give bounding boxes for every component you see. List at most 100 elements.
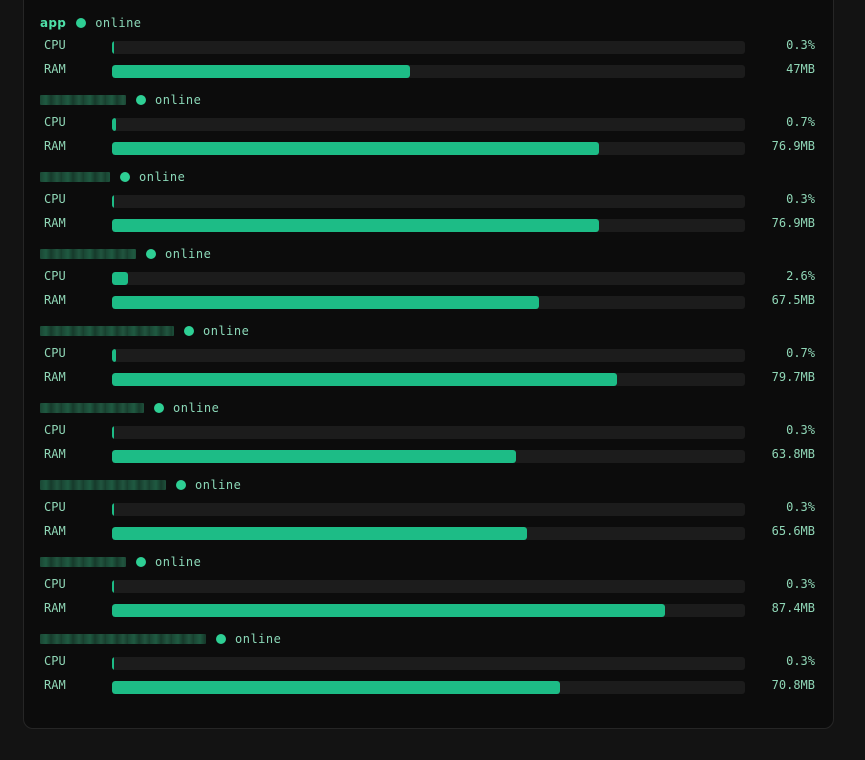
ram-value: 67.5MB	[771, 293, 815, 307]
cpu-bar-fill	[112, 503, 114, 516]
process-header: online	[40, 398, 219, 418]
cpu-value: 0.3%	[786, 577, 815, 591]
process-name-redacted	[40, 634, 206, 644]
ram-value: 70.8MB	[771, 678, 815, 692]
ram-label: RAM	[44, 370, 66, 384]
cpu-label: CPU	[44, 500, 66, 514]
cpu-value: 0.3%	[786, 38, 815, 52]
ram-label: RAM	[44, 62, 66, 76]
status-text: online	[155, 93, 202, 107]
status-dot-icon	[154, 403, 164, 413]
process-row: online CPU 0.3% RAM 87.4MB	[24, 552, 833, 629]
ram-value: 76.9MB	[771, 216, 815, 230]
status-text: online	[173, 401, 220, 415]
cpu-label: CPU	[44, 346, 66, 360]
cpu-bar	[112, 41, 745, 54]
process-name-redacted	[40, 326, 174, 336]
cpu-bar	[112, 426, 745, 439]
status-text: online	[195, 478, 242, 492]
status-dot-icon	[184, 326, 194, 336]
ram-label: RAM	[44, 601, 66, 615]
ram-bar-fill	[112, 373, 617, 386]
process-name-redacted	[40, 172, 110, 182]
process-row: online CPU 2.6% RAM 67.5MB	[24, 244, 833, 321]
cpu-bar-fill	[112, 657, 114, 670]
cpu-bar-fill	[112, 118, 116, 131]
process-header: online	[40, 629, 281, 649]
process-header: online	[40, 167, 185, 187]
cpu-label: CPU	[44, 192, 66, 206]
process-name-redacted	[40, 403, 144, 413]
ram-bar-fill	[112, 65, 410, 78]
ram-value: 63.8MB	[771, 447, 815, 461]
process-row: online CPU 0.3% RAM 76.9MB	[24, 167, 833, 244]
ram-value: 76.9MB	[771, 139, 815, 153]
ram-label: RAM	[44, 216, 66, 230]
ram-bar	[112, 65, 745, 78]
cpu-bar-fill	[112, 272, 128, 285]
ram-label: RAM	[44, 139, 66, 153]
ram-bar	[112, 373, 745, 386]
cpu-value: 0.3%	[786, 654, 815, 668]
process-header: online	[40, 90, 201, 110]
process-header: online	[40, 321, 249, 341]
ram-bar	[112, 142, 745, 155]
ram-bar	[112, 450, 745, 463]
ram-bar-fill	[112, 296, 540, 309]
cpu-bar-fill	[112, 426, 114, 439]
cpu-value: 2.6%	[786, 269, 815, 283]
cpu-bar	[112, 580, 745, 593]
status-text: online	[203, 324, 250, 338]
ram-label: RAM	[44, 524, 66, 538]
ram-value: 87.4MB	[771, 601, 815, 615]
ram-label: RAM	[44, 447, 66, 461]
ram-value: 47MB	[786, 62, 815, 76]
cpu-bar	[112, 118, 745, 131]
ram-bar-fill	[112, 527, 528, 540]
ram-bar	[112, 681, 745, 694]
process-monitor-panel: app online CPU 0.3% RAM 47MB online CPU …	[23, 0, 834, 729]
status-dot-icon	[216, 634, 226, 644]
cpu-bar-fill	[112, 580, 114, 593]
process-row: online CPU 0.3% RAM 70.8MB	[24, 629, 833, 706]
status-text: online	[235, 632, 282, 646]
status-dot-icon	[76, 18, 87, 28]
ram-bar-fill	[112, 604, 666, 617]
process-header: app online	[40, 13, 142, 33]
cpu-bar	[112, 195, 745, 208]
status-dot-icon	[176, 480, 186, 490]
status-dot-icon	[146, 249, 156, 259]
cpu-label: CPU	[44, 269, 66, 283]
cpu-value: 0.7%	[786, 346, 815, 360]
process-name-redacted	[40, 95, 126, 105]
ram-value: 79.7MB	[771, 370, 815, 384]
cpu-label: CPU	[44, 423, 66, 437]
ram-bar	[112, 219, 745, 232]
ram-label: RAM	[44, 293, 66, 307]
cpu-value: 0.3%	[786, 500, 815, 514]
cpu-bar	[112, 272, 745, 285]
cpu-label: CPU	[44, 38, 66, 52]
ram-bar	[112, 527, 745, 540]
process-name-redacted	[40, 557, 126, 567]
ram-bar-fill	[112, 450, 516, 463]
ram-label: RAM	[44, 678, 66, 692]
process-row: online CPU 0.3% RAM 65.6MB	[24, 475, 833, 552]
status-text: online	[95, 16, 142, 30]
process-row: online CPU 0.3% RAM 63.8MB	[24, 398, 833, 475]
process-header: online	[40, 475, 241, 495]
cpu-bar-fill	[112, 349, 116, 362]
status-text: online	[165, 247, 212, 261]
status-dot-icon	[136, 95, 146, 105]
cpu-bar	[112, 657, 745, 670]
cpu-label: CPU	[44, 654, 66, 668]
ram-bar-fill	[112, 219, 599, 232]
ram-bar-fill	[112, 142, 599, 155]
cpu-bar	[112, 503, 745, 516]
cpu-value: 0.7%	[786, 115, 815, 129]
cpu-label: CPU	[44, 577, 66, 591]
process-row: online CPU 0.7% RAM 76.9MB	[24, 90, 833, 167]
ram-bar-fill	[112, 681, 561, 694]
process-name-redacted	[40, 480, 166, 490]
ram-bar	[112, 604, 745, 617]
